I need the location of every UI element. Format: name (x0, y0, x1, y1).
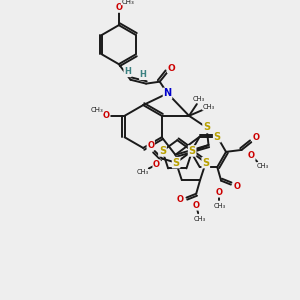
Text: S: S (203, 122, 210, 133)
Text: S: S (214, 132, 221, 142)
Text: O: O (216, 188, 223, 197)
Text: H: H (140, 70, 147, 80)
Text: CH₃: CH₃ (193, 96, 205, 102)
Text: O: O (253, 133, 260, 142)
Text: O: O (115, 3, 122, 12)
Text: N: N (164, 88, 172, 98)
Text: CH₃: CH₃ (202, 104, 214, 110)
Text: O: O (233, 182, 240, 191)
Text: O: O (168, 64, 175, 73)
Text: S: S (189, 146, 196, 156)
Text: S: S (202, 158, 209, 168)
Text: CH₃: CH₃ (213, 203, 225, 209)
Text: S: S (172, 158, 180, 168)
Text: S: S (159, 146, 166, 156)
Text: H: H (124, 68, 131, 76)
Text: CH₃: CH₃ (137, 169, 149, 175)
Text: O: O (177, 195, 184, 204)
Text: CH₃: CH₃ (121, 0, 134, 5)
Text: O: O (103, 111, 110, 120)
Text: CH₃: CH₃ (194, 216, 206, 222)
Text: O: O (153, 160, 160, 169)
Text: O: O (147, 141, 154, 150)
Text: CH₃: CH₃ (257, 163, 269, 169)
Text: CH₃: CH₃ (91, 107, 104, 113)
Text: O: O (248, 151, 255, 160)
Text: O: O (193, 201, 200, 210)
